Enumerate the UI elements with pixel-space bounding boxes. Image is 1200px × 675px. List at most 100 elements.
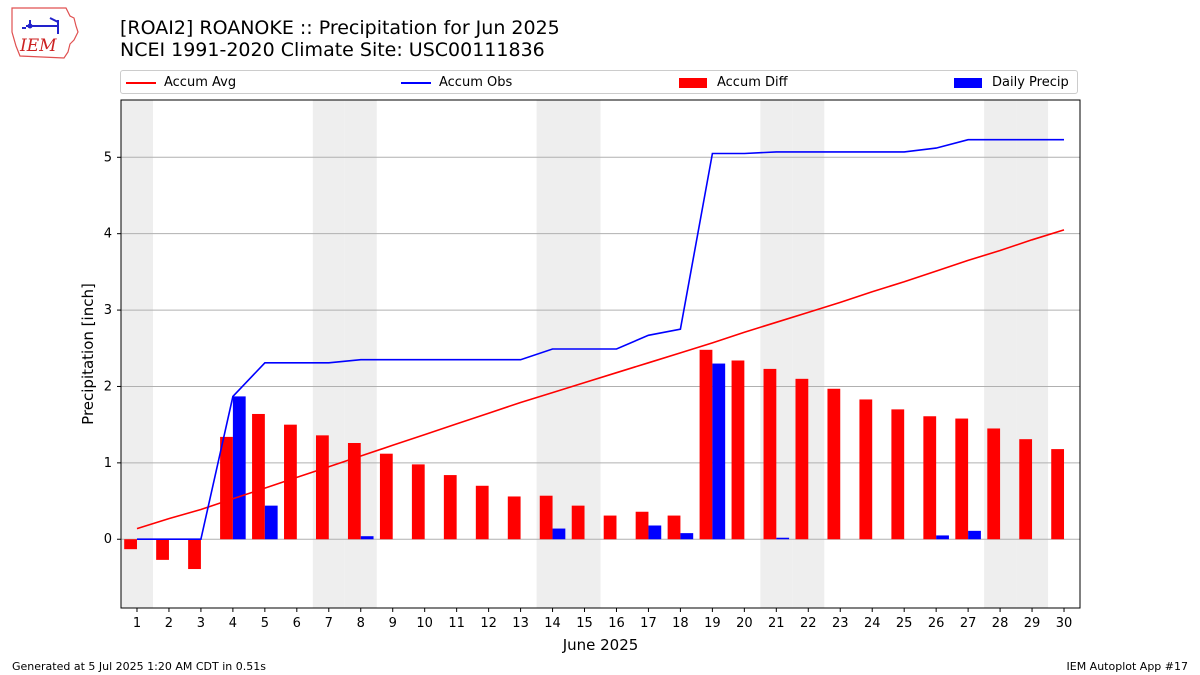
xtick-label-22: 22	[800, 616, 817, 631]
app-note: IEM Autoplot App #17	[1066, 660, 1189, 673]
bar-daily-precip-day-27	[968, 530, 981, 540]
iem-logo: IEM	[11, 7, 79, 59]
bar-accum-diff-day-22	[795, 378, 809, 540]
xtick-label-27: 27	[960, 616, 977, 631]
bar-accum-diff-day-18	[667, 515, 681, 540]
bar-accum-diff-day-23	[827, 388, 841, 540]
bar-daily-precip-day-26	[936, 535, 949, 540]
bar-daily-precip-day-4	[232, 396, 246, 540]
legend-swatch-diff	[679, 78, 707, 88]
chart-title: [ROAI2] ROANOKE :: Precipitation for Jun…	[120, 17, 560, 39]
xtick-label-10: 10	[416, 616, 433, 631]
bar-accum-diff-day-20	[731, 360, 745, 540]
logo-text: IEM	[19, 36, 57, 56]
xtick-label-6: 6	[293, 616, 301, 631]
line-accum-obs	[137, 138, 1064, 541]
ytick-label-0: 0	[104, 532, 112, 547]
bar-accum-diff-day-11	[443, 475, 457, 540]
legend-swatch-daily	[954, 78, 982, 88]
legend-swatch-avg	[126, 82, 156, 84]
ytick-label-1: 1	[104, 456, 112, 471]
bar-accum-diff-day-2	[156, 539, 169, 560]
bar-accum-diff-day-4	[220, 436, 233, 540]
xtick-label-7: 7	[325, 616, 333, 631]
bar-accum-diff-day-24	[859, 399, 873, 540]
y-axis-label: Precipitation [inch]	[79, 283, 97, 425]
chart-subtitle: NCEI 1991-2020 Climate Site: USC00111836	[120, 39, 545, 61]
chart-legend: Accum Avg Accum Obs Accum Diff Daily Pre…	[120, 70, 1078, 94]
weather-station-icon	[22, 17, 59, 34]
legend-swatch-obs	[401, 82, 431, 84]
bar-accum-diff-day-21	[763, 368, 777, 540]
bar-accum-diff-day-26	[923, 416, 937, 540]
xtick-label-13: 13	[512, 616, 529, 631]
xtick-label-25: 25	[896, 616, 913, 631]
bar-accum-diff-day-25	[891, 409, 905, 540]
xtick-label-24: 24	[864, 616, 881, 631]
xtick-label-18: 18	[672, 616, 689, 631]
xtick-label-21: 21	[768, 616, 785, 631]
weekend-shade-day-1	[121, 100, 153, 608]
bar-accum-diff-day-12	[475, 485, 489, 540]
ytick-label-4: 4	[104, 227, 112, 242]
xtick-label-19: 19	[704, 616, 721, 631]
bar-accum-diff-day-16	[603, 515, 617, 540]
bar-accum-diff-day-9	[379, 453, 393, 540]
bar-accum-diff-day-3	[188, 539, 201, 570]
xtick-label-30: 30	[1056, 616, 1073, 631]
bar-daily-precip-day-17	[648, 525, 662, 540]
xtick-label-14: 14	[544, 616, 561, 631]
iowa-outline-icon	[11, 7, 79, 59]
bar-daily-precip-day-21	[776, 537, 790, 540]
line-accum-avg	[136, 229, 1065, 530]
bar-daily-precip-day-18	[680, 533, 694, 540]
generated-note: Generated at 5 Jul 2025 1:20 AM CDT in 0…	[12, 660, 266, 673]
xtick-label-15: 15	[576, 616, 593, 631]
xtick-label-11: 11	[448, 616, 465, 631]
bar-accum-diff-day-1	[124, 539, 137, 550]
legend-label: Accum Avg	[164, 75, 237, 90]
ytick-label-2: 2	[104, 379, 112, 394]
ytick-label-5: 5	[104, 150, 112, 165]
xtick-label-29: 29	[1024, 616, 1041, 631]
bar-accum-diff-day-29	[1019, 439, 1033, 540]
xtick-label-16: 16	[608, 616, 625, 631]
legend-label: Daily Precip	[992, 75, 1069, 90]
xtick-label-4: 4	[229, 616, 237, 631]
ytick-label-3: 3	[104, 303, 112, 318]
x-axis-label: June 2025	[562, 636, 639, 654]
xtick-label-20: 20	[736, 616, 753, 631]
xtick-label-9: 9	[389, 616, 397, 631]
xtick-label-17: 17	[640, 616, 657, 631]
bar-accum-diff-day-27	[955, 418, 969, 540]
bar-accum-diff-day-15	[571, 505, 585, 540]
bar-accum-diff-day-14	[539, 495, 553, 540]
bar-accum-diff-day-30	[1051, 449, 1065, 540]
xtick-label-12: 12	[480, 616, 497, 631]
bar-accum-diff-day-28	[987, 428, 1001, 540]
bar-accum-diff-day-19	[699, 349, 713, 540]
xtick-label-26: 26	[928, 616, 945, 631]
xtick-label-3: 3	[197, 616, 205, 631]
bar-accum-diff-day-6	[284, 424, 297, 540]
xtick-label-23: 23	[832, 616, 849, 631]
bar-accum-diff-day-17	[635, 511, 649, 540]
xtick-label-28: 28	[992, 616, 1009, 631]
xtick-label-5: 5	[261, 616, 269, 631]
xtick-label-2: 2	[165, 616, 173, 631]
plot-frame	[120, 99, 1081, 609]
station-dot-icon	[27, 23, 33, 29]
xtick-label-1: 1	[133, 616, 141, 631]
bar-daily-precip-day-5	[264, 505, 278, 540]
xtick-label-8: 8	[357, 616, 365, 631]
bar-daily-precip-day-14	[552, 528, 566, 540]
legend-label: Accum Diff	[717, 75, 788, 90]
bar-accum-diff-day-5	[252, 413, 265, 540]
bar-daily-precip-day-8	[360, 536, 374, 540]
bar-daily-precip-day-19	[712, 363, 726, 540]
bar-accum-diff-day-7	[315, 435, 329, 540]
bar-accum-diff-day-13	[507, 496, 521, 540]
bar-accum-diff-day-10	[411, 464, 425, 540]
bar-accum-diff-day-8	[347, 442, 361, 540]
